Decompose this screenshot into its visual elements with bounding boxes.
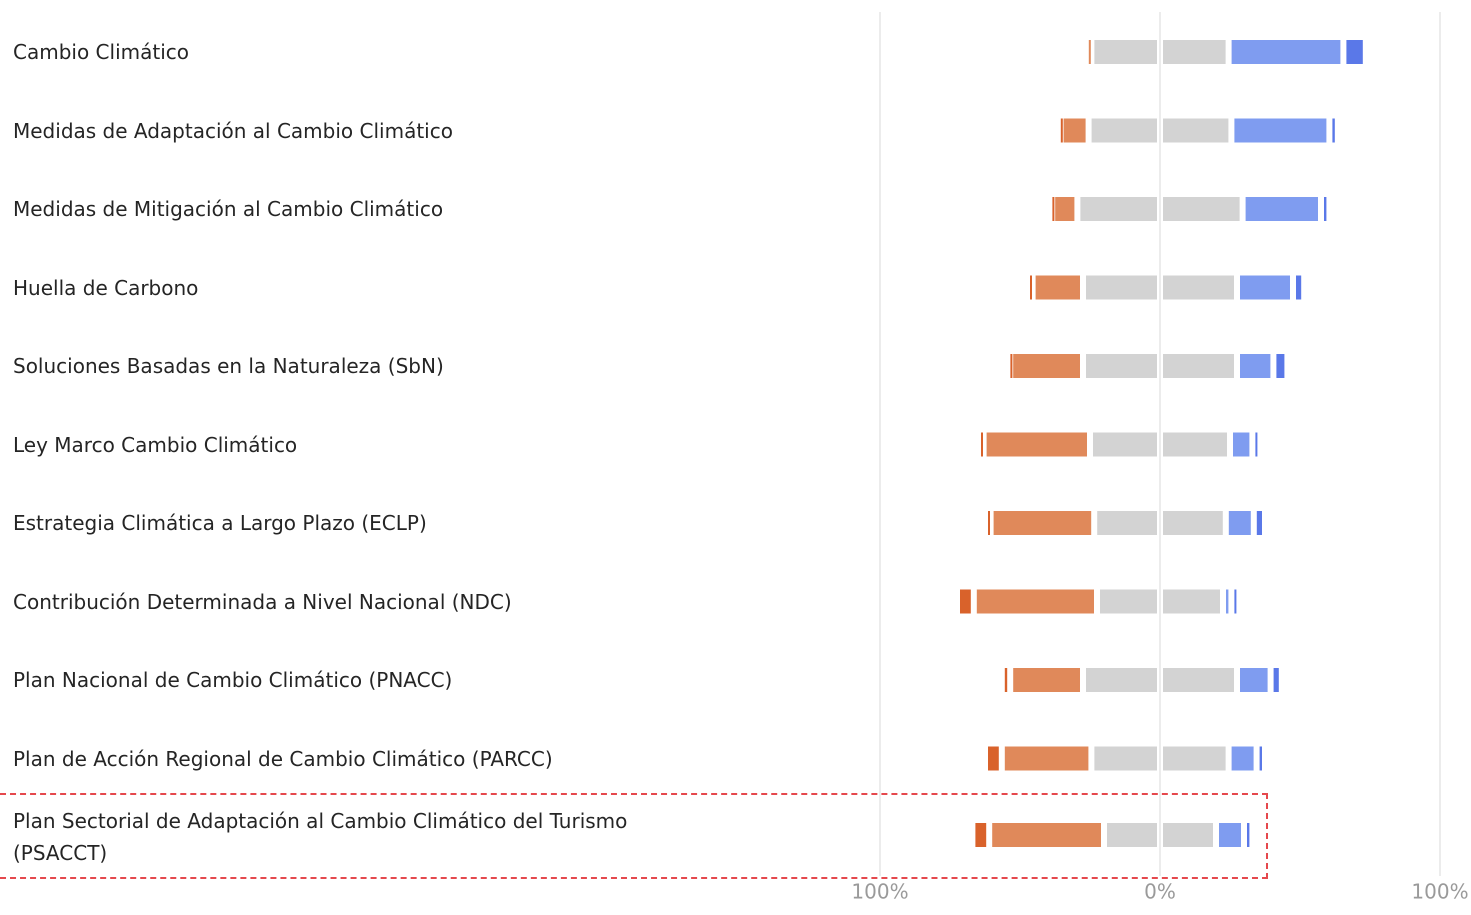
negative-bar [976, 589, 1094, 614]
neutral-bar [1163, 197, 1240, 221]
highlight-box [0, 793, 1268, 879]
neutral-bar [1093, 432, 1157, 457]
strong-negative-bar [988, 746, 999, 771]
strong-positive-bar [1259, 746, 1262, 771]
category-label: Soluciones Basadas en la Naturaleza (SbN… [13, 354, 444, 378]
positive-bar [1219, 823, 1241, 847]
category-label: Contribución Determinada a Nivel Naciona… [13, 589, 512, 614]
neutral-bar [1163, 118, 1229, 143]
strong-negative-bar [1052, 197, 1055, 221]
positive-bar [1240, 275, 1290, 300]
neutral-bar [1163, 746, 1226, 771]
neutral-bar [1094, 40, 1157, 64]
negative-bar [986, 432, 1087, 457]
neutral-bar [1163, 275, 1234, 300]
neutral-bar [1086, 275, 1157, 300]
positive-bar [1240, 354, 1271, 378]
negative-bar [992, 823, 1101, 847]
neutral-bar [1094, 746, 1157, 771]
negative-bar [1063, 118, 1086, 143]
category-label: Cambio Climático [13, 40, 189, 64]
strong-positive-bar [1256, 511, 1262, 535]
strong-positive-bar [1255, 432, 1258, 457]
strong-positive-bar [1346, 40, 1363, 64]
negative-bar [1035, 275, 1080, 300]
negative-bar [1004, 746, 1089, 771]
strong-positive-bar [1332, 118, 1335, 143]
x-tick-label: 100% [851, 880, 908, 904]
positive-bar [1245, 197, 1318, 221]
neutral-bar [1163, 40, 1226, 64]
neutral-bar [1100, 589, 1157, 614]
strong-negative-bar [1060, 118, 1063, 143]
category-label: Plan de Acción Regional de Cambio Climát… [13, 746, 553, 771]
negative-bar [993, 511, 1092, 535]
category-label: Huella de Carbono [13, 275, 199, 300]
strong-positive-bar [1296, 275, 1302, 300]
positive-bar [1228, 511, 1251, 535]
strong-negative-bar [988, 511, 990, 535]
neutral-bar [1086, 668, 1157, 692]
negative-bar [1013, 668, 1080, 692]
neutral-bar [1163, 823, 1213, 847]
negative-bar [1013, 354, 1080, 378]
strong-negative-bar [981, 432, 983, 457]
x-tick-label: 0% [1144, 880, 1176, 904]
positive-bar [1240, 668, 1268, 692]
strong-positive-bar [1234, 589, 1237, 614]
neutral-bar [1080, 197, 1157, 221]
positive-bar [1233, 432, 1250, 457]
positive-bar [1226, 589, 1229, 614]
strong-positive-bar [1324, 197, 1327, 221]
category-label: Medidas de Adaptación al Cambio Climátic… [13, 118, 453, 143]
strong-negative-bar [1010, 354, 1013, 378]
category-label: Estrategia Climática a Largo Plazo (ECLP… [13, 511, 427, 535]
strong-negative-bar [960, 589, 971, 614]
positive-bar [1234, 118, 1327, 143]
negative-bar [1055, 197, 1075, 221]
neutral-bar [1097, 511, 1157, 535]
category-label: Plan Sectorial de Adaptación al Cambio C… [13, 809, 628, 865]
strong-negative-bar [1004, 668, 1008, 692]
neutral-bar [1086, 354, 1157, 378]
strong-negative-bar [1030, 275, 1032, 300]
positive-bar [1231, 746, 1254, 771]
neutral-bar [1107, 823, 1157, 847]
neutral-bar [1163, 511, 1223, 535]
strong-negative-bar [975, 823, 987, 847]
strong-positive-bar [1247, 823, 1250, 847]
negative-bar [1088, 40, 1091, 64]
neutral-bar [1091, 118, 1157, 143]
neutral-bar [1163, 589, 1220, 614]
x-tick-label: 100% [1411, 880, 1468, 904]
strong-positive-bar [1273, 668, 1279, 692]
category-label: Medidas de Mitigación al Cambio Climátic… [13, 197, 444, 221]
positive-bar [1231, 40, 1341, 64]
neutral-bar [1163, 668, 1234, 692]
strong-positive-bar [1276, 354, 1285, 378]
category-label: Ley Marco Cambio Climático [13, 432, 298, 457]
neutral-bar [1163, 354, 1234, 378]
category-label: Plan Nacional de Cambio Climático (PNACC… [13, 668, 453, 692]
neutral-bar [1163, 432, 1227, 457]
